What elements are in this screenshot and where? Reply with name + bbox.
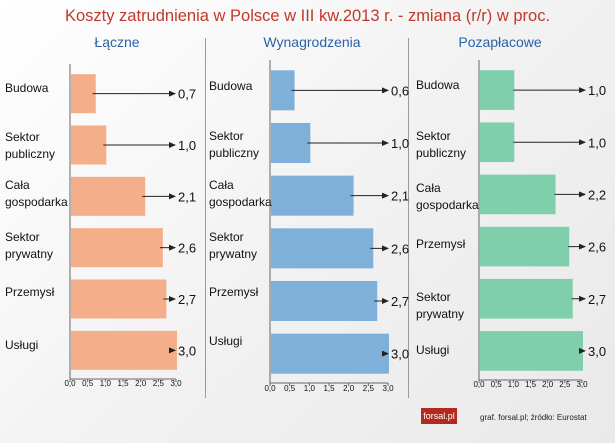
- category-label: Sektor: [416, 129, 451, 143]
- data-label: 2,1: [178, 189, 196, 204]
- data-label: 2,6: [391, 241, 409, 256]
- bar: [480, 331, 583, 371]
- data-label: 1,0: [391, 136, 409, 151]
- category-label: gospodarka: [209, 195, 272, 209]
- data-label: 2,1: [391, 189, 409, 204]
- panel-title-laczne: Łączne: [94, 34, 140, 50]
- bar: [271, 280, 378, 322]
- panel-divider: [408, 38, 409, 398]
- data-label: 3,0: [178, 343, 196, 358]
- bar: [480, 70, 515, 110]
- bar: [271, 175, 354, 216]
- category-label: Sektor: [416, 290, 451, 304]
- bar: [480, 278, 573, 319]
- category-label: Przemysł: [209, 285, 259, 299]
- category-label: Cała: [416, 181, 441, 195]
- category-label: gospodarka: [5, 195, 68, 209]
- data-label: 2,7: [178, 292, 196, 307]
- chart-panel-0: 0,7 Budowa 1,0 Sektor publiczny 2,1 Cała gospod…: [5, 64, 196, 388]
- tick-label: 0,5: [491, 380, 503, 389]
- category-label: Sektor: [209, 129, 244, 143]
- category-label: Usługi: [416, 343, 449, 357]
- data-label: 2,6: [178, 241, 196, 256]
- category-label: prywatny: [416, 307, 464, 321]
- data-label: 0,6: [391, 83, 409, 98]
- data-label: 3,0: [588, 344, 606, 359]
- category-label: Sektor: [209, 230, 244, 244]
- bar: [71, 228, 163, 268]
- chart-panel-1: 0,6 Budowa 1,0 Sektor publiczny 2,1 Cała gospod…: [209, 60, 409, 393]
- bar: [271, 333, 389, 374]
- tick-label: 2,0: [343, 384, 355, 393]
- category-label: Cała: [5, 178, 30, 192]
- tick-label: 2,0: [135, 379, 147, 388]
- tick-label: 1,0: [304, 384, 316, 393]
- tick-label: 1,0: [100, 379, 112, 388]
- tick-label: 2,5: [153, 379, 165, 388]
- bar: [71, 125, 107, 165]
- category-label: Przemysł: [416, 237, 466, 251]
- category-label: Budowa: [5, 81, 49, 95]
- tick-label: 1,5: [323, 384, 335, 393]
- category-label: Sektor: [5, 230, 40, 244]
- source-credit: graf. forsal.pl; źródło: Eurostat: [480, 413, 587, 422]
- data-label: 1,0: [588, 135, 606, 150]
- category-label: gospodarka: [416, 198, 479, 212]
- chart-panel-2: 1,0 Budowa 1,0 Sektor publiczny 2,2 Cała gospod…: [416, 60, 606, 389]
- tick-label: 0,0: [64, 379, 76, 388]
- bar: [271, 228, 374, 269]
- tick-label: 0,5: [82, 379, 94, 388]
- tick-label: 1,5: [117, 379, 129, 388]
- bar: [71, 74, 96, 114]
- panel-divider: [205, 38, 206, 398]
- tick-label: 3,0: [576, 380, 588, 389]
- bar: [71, 330, 177, 370]
- data-label: 3,0: [391, 347, 409, 362]
- category-label: publiczny: [416, 146, 466, 160]
- tick-label: 0,5: [284, 384, 296, 393]
- category-label: Usługi: [5, 338, 38, 352]
- data-label: 2,7: [391, 294, 409, 309]
- data-label: 2,2: [588, 187, 606, 202]
- brand-logo: forsal.pl: [421, 408, 457, 424]
- category-label: Budowa: [416, 78, 460, 92]
- panel-title-pozaplacowe: Pozapłacowe: [458, 34, 542, 50]
- data-label: 1,0: [588, 83, 606, 98]
- data-label: 1,0: [178, 138, 196, 153]
- data-label: 2,7: [588, 292, 606, 307]
- tick-label: 2,0: [542, 380, 554, 389]
- bar: [271, 122, 311, 164]
- bar: [271, 70, 295, 111]
- data-label: 0,7: [178, 87, 196, 102]
- category-label: publiczny: [5, 147, 55, 161]
- panel-title-wynagrodzenia: Wynagrodzenia: [263, 34, 361, 50]
- tick-label: 3,0: [170, 379, 182, 388]
- data-label: 2,6: [588, 240, 606, 255]
- category-label: Sektor: [5, 130, 40, 144]
- category-label: publiczny: [209, 146, 259, 160]
- category-label: Budowa: [209, 79, 253, 93]
- tick-label: 2,5: [363, 384, 375, 393]
- category-label: prywatny: [5, 247, 53, 261]
- tick-label: 0,0: [473, 380, 485, 389]
- category-label: Przemysł: [5, 285, 55, 299]
- tick-label: 3,0: [382, 384, 394, 393]
- tick-label: 2,5: [559, 380, 571, 389]
- category-label: Usługi: [209, 334, 242, 348]
- bar: [71, 176, 146, 216]
- bar: [71, 279, 167, 319]
- tick-label: 1,5: [525, 380, 537, 389]
- category-label: prywatny: [209, 247, 257, 261]
- bar: [480, 174, 556, 215]
- category-label: Cała: [209, 178, 234, 192]
- tick-label: 1,0: [508, 380, 520, 389]
- bar: [480, 226, 570, 267]
- tick-label: 0,0: [264, 384, 276, 393]
- bar: [480, 122, 515, 163]
- page-title: Koszty zatrudnienia w Polsce w III kw.20…: [64, 7, 551, 25]
